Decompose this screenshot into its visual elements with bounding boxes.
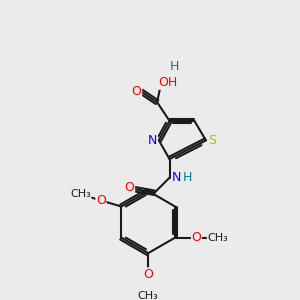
Text: OH: OH — [158, 76, 177, 89]
Text: CH₃: CH₃ — [138, 291, 159, 300]
Text: O: O — [96, 194, 106, 207]
Text: CH₃: CH₃ — [207, 232, 228, 243]
Text: N: N — [148, 134, 158, 147]
Text: O: O — [132, 85, 142, 98]
Text: S: S — [208, 134, 216, 147]
Text: H: H — [183, 171, 192, 184]
Text: H: H — [170, 60, 179, 73]
Text: CH₃: CH₃ — [70, 189, 91, 199]
Text: N: N — [172, 171, 181, 184]
Text: O: O — [191, 231, 201, 244]
Text: O: O — [124, 181, 134, 194]
Text: O: O — [143, 268, 153, 281]
